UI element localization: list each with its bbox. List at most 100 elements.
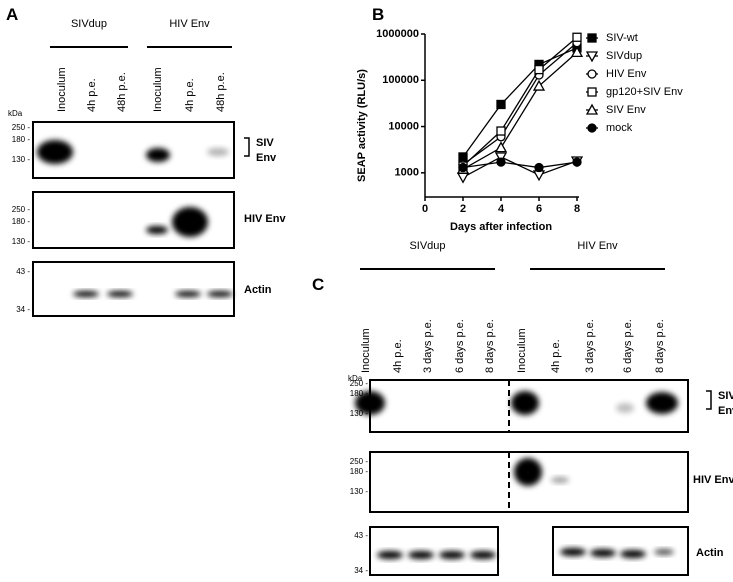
- y-tick-label: 1000000: [376, 28, 419, 40]
- band: [146, 148, 170, 162]
- lane-label: Inoculum: [360, 328, 372, 373]
- lane-label: 3 days p.e.: [584, 319, 596, 373]
- panel-label: B: [372, 5, 384, 24]
- data-point: [496, 126, 506, 136]
- data-point: [534, 64, 544, 75]
- data-point: [494, 141, 508, 153]
- lane-label: 4h p.e.: [392, 339, 404, 373]
- kda-marker: 130 -: [12, 155, 31, 164]
- kda-label: kDa: [348, 374, 363, 383]
- series-line: [462, 51, 578, 170]
- series-line: [462, 156, 578, 178]
- kda-marker: 250 -: [12, 205, 31, 214]
- data-point: [458, 162, 468, 173]
- blot-label: Env: [256, 152, 277, 164]
- blot-label: HIV Env: [244, 213, 286, 225]
- lane-label: 8 days p.e.: [654, 319, 666, 373]
- x-tick-label: 4: [498, 203, 505, 215]
- series-line: [462, 47, 578, 158]
- lane-label: 4h p.e.: [550, 339, 562, 373]
- blot-label: Actin: [696, 547, 724, 559]
- band: [654, 549, 674, 555]
- kda-marker: 250 -: [350, 457, 369, 466]
- lane-label: 3 days p.e.: [422, 319, 434, 373]
- panel-label: C: [312, 275, 324, 294]
- group-label: SIVdup: [409, 240, 445, 252]
- band: [146, 226, 168, 234]
- lane-label: 48h p.e.: [116, 72, 128, 112]
- band: [646, 392, 678, 414]
- band: [207, 148, 229, 156]
- data-point: [458, 152, 468, 162]
- group-label: HIV Env: [577, 240, 618, 252]
- x-tick-label: 6: [536, 203, 542, 215]
- y-axis-label: SEAP activity (RLU/s): [356, 69, 368, 182]
- legend-label: gp120+SIV Env: [606, 86, 683, 98]
- band: [616, 403, 634, 413]
- lane-label: Inoculum: [516, 328, 528, 373]
- lane-label: 6 days p.e.: [622, 319, 634, 373]
- data-point: [534, 162, 544, 173]
- data-point: [572, 157, 582, 167]
- x-tick-label: 8: [574, 203, 580, 215]
- legend-marker: [587, 87, 597, 97]
- lane-label: 4h p.e.: [184, 78, 196, 112]
- lane-label: 8 days p.e.: [484, 319, 496, 373]
- kda-marker: 43 -: [16, 267, 30, 276]
- legend-marker: [587, 33, 597, 43]
- x-axis-label: Days after infection: [450, 221, 552, 233]
- band: [107, 291, 133, 297]
- blot: [32, 261, 235, 317]
- blot-label: HIV Env: [693, 474, 733, 486]
- band: [355, 391, 385, 415]
- data-point: [494, 152, 508, 164]
- kda-marker: 34 -: [16, 305, 30, 314]
- kda-marker: 43 -: [354, 531, 368, 540]
- legend-label: SIVdup: [606, 50, 642, 62]
- kda-marker: 34 -: [354, 566, 368, 575]
- lane-label: 48h p.e.: [215, 72, 227, 112]
- legend-marker: [587, 69, 597, 79]
- data-point: [496, 157, 506, 167]
- band: [560, 548, 586, 556]
- band: [439, 551, 465, 559]
- legend-marker: [585, 103, 599, 115]
- y-tick-label: 100000: [382, 74, 419, 86]
- legend-marker: [585, 51, 599, 63]
- data-point: [456, 172, 470, 184]
- band: [73, 291, 99, 297]
- band: [511, 391, 539, 415]
- bracket: [244, 137, 250, 157]
- band: [590, 549, 616, 557]
- legend-label: SIV-wt: [606, 32, 638, 44]
- series-line: [462, 42, 578, 166]
- kda-marker: 180 -: [12, 135, 31, 144]
- band: [175, 291, 201, 297]
- y-tick-label: 10000: [388, 120, 419, 132]
- kda-marker: 250 -: [12, 123, 31, 132]
- band: [172, 207, 208, 237]
- kda-label: kDa: [8, 109, 23, 118]
- lane-label: 4h p.e.: [86, 78, 98, 112]
- data-point: [532, 170, 546, 182]
- band: [551, 477, 569, 483]
- blot-label: SIV: [718, 390, 733, 402]
- lane-label: Inoculum: [152, 67, 164, 112]
- blot-label: Env: [718, 405, 733, 417]
- kda-marker: 250 -: [350, 379, 369, 388]
- kda-marker: 130 -: [350, 487, 369, 496]
- data-point: [496, 99, 506, 110]
- legend-marker: [587, 123, 597, 133]
- series-line: [462, 161, 578, 169]
- band: [514, 458, 542, 486]
- band: [207, 291, 233, 297]
- band: [408, 551, 434, 559]
- blot: [369, 526, 499, 576]
- lane-label: Inoculum: [56, 67, 68, 112]
- group-label: SIVdup: [71, 18, 107, 30]
- legend-label: HIV Env: [606, 68, 647, 80]
- legend-label: SIV Env: [606, 104, 646, 116]
- panel-label: A: [6, 5, 18, 24]
- lane-label: 6 days p.e.: [454, 319, 466, 373]
